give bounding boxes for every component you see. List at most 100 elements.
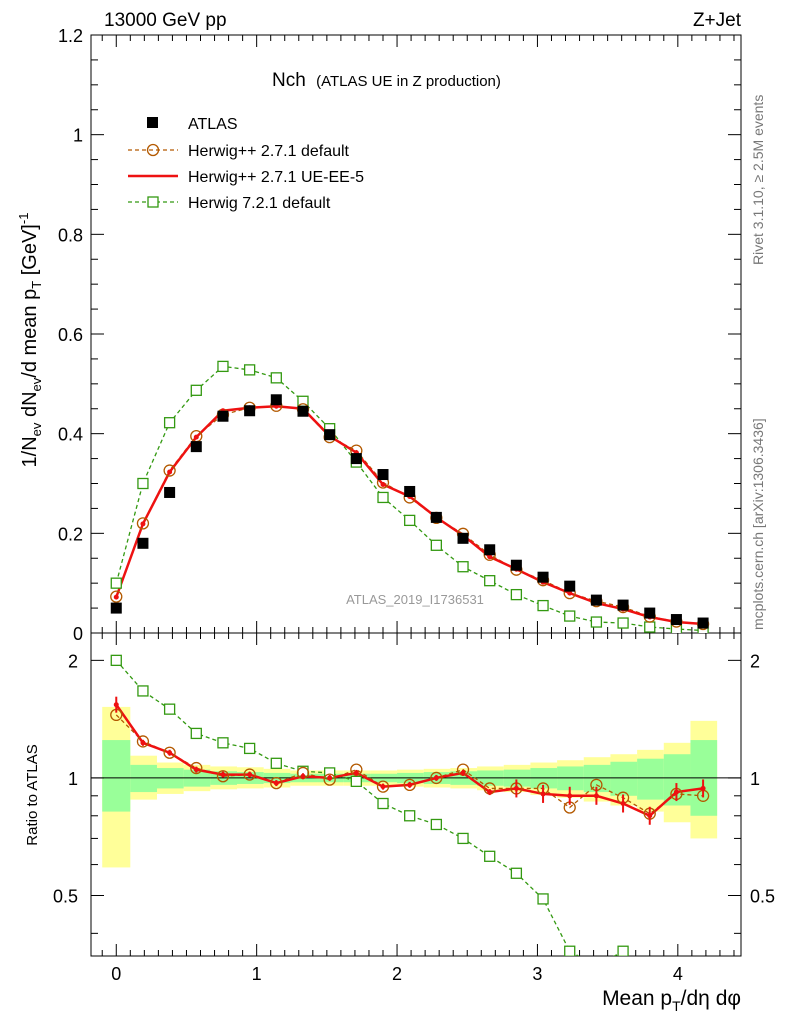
x-tick-label: 3 <box>532 964 542 984</box>
ratio-herwigpp-ueee5-point <box>673 789 679 795</box>
y-tick-label: 1.2 <box>58 26 83 46</box>
legend: ATLAS Herwig++ 2.7.1 default Herwig++ 2.… <box>128 116 364 212</box>
herwig7-point <box>564 610 576 622</box>
band-inner-bin <box>102 740 131 812</box>
data-series <box>110 360 710 971</box>
top-panel-series <box>110 360 710 633</box>
chart-title-main: Nch <box>272 70 306 91</box>
atlas-point <box>297 405 309 417</box>
legend-label-atlas: ATLAS <box>188 116 238 133</box>
atlas-point <box>217 410 229 422</box>
herwigpp-default-point <box>136 517 150 530</box>
analysis-watermark: ATLAS_2019_I1736531 <box>346 592 484 607</box>
atlas-point <box>670 614 682 626</box>
herwig7-point <box>377 491 389 504</box>
ratio-herwigpp-ueee5-point <box>353 770 359 776</box>
y-tick-label: 0 <box>73 624 83 644</box>
herwig7-point <box>430 539 443 551</box>
herwig7-point <box>217 360 229 373</box>
herwigpp-ueee5-point <box>167 469 173 475</box>
ratio-herwigpp-default-point <box>270 776 283 790</box>
atlas-point <box>697 617 709 629</box>
atlas-point <box>377 469 389 481</box>
ratio-herwigpp-ueee5-point <box>700 785 706 791</box>
header-right: Z+Jet <box>693 10 742 31</box>
ratio-herwigpp-ueee5-point <box>620 801 626 807</box>
ratio-herwig7-point <box>510 867 523 879</box>
ratio-herwig7-point <box>617 945 629 956</box>
atlas-point <box>430 511 442 523</box>
ratio-y-tick-label: 2 <box>68 651 78 671</box>
herwig7-point <box>243 364 256 376</box>
ratio-herwigpp-default-point <box>376 780 390 793</box>
ratio-herwigpp-ueee5-point <box>220 772 226 778</box>
header-left: 13000 GeV pp <box>104 10 227 31</box>
mcplots-info: mcplots.cern.ch [arXiv:1306.3436] <box>750 418 766 630</box>
ratio-herwig7-point <box>564 945 576 956</box>
herwigpp-ueee5-point <box>113 594 119 600</box>
ratio-herwigpp-default-point <box>163 746 176 759</box>
band-inner-bin <box>610 761 638 796</box>
herwig7-point <box>190 384 202 396</box>
ratio-herwigpp-ueee5-point <box>140 740 146 746</box>
legend-label-herwig7: Herwig 7.2.1 default <box>188 195 331 212</box>
x-tick-label: 0 <box>111 964 121 984</box>
ratio-herwigpp-ueee5-point <box>567 793 573 799</box>
herwigpp-ueee5-point <box>380 481 386 487</box>
atlas-point <box>190 441 202 453</box>
ratio-herwig7-point <box>217 737 229 749</box>
herwig7-point <box>457 561 469 573</box>
herwigpp-ueee5-point <box>567 590 573 596</box>
ratio-herwigpp-default-point <box>243 768 256 781</box>
ratio-herwig7-point <box>137 685 149 697</box>
legend-label-herwigpp-ueee5: Herwig++ 2.7.1 UE-EE-5 <box>188 169 364 186</box>
x-tick-label: 4 <box>673 964 683 984</box>
ratio-herwigpp-default-point <box>136 735 150 748</box>
herwig7-point <box>404 514 416 527</box>
ratio-herwigpp-ueee5-point <box>593 793 599 799</box>
x-tick-label: 2 <box>392 964 402 984</box>
atlas-point <box>404 485 416 497</box>
y-tick-label: 1 <box>73 126 83 146</box>
atlas-point <box>644 607 656 619</box>
ratio-herwigpp-default-point <box>216 770 230 783</box>
atlas-point <box>457 532 469 544</box>
atlas-point <box>324 429 336 441</box>
ratio-herwig7-point <box>591 961 601 971</box>
chart-title: Nch (ATLAS UE in Z production) <box>272 70 501 91</box>
ratio-herwigpp-ueee5-point <box>407 782 413 788</box>
herwig7-point <box>644 621 656 633</box>
ratio-herwig7-point <box>110 654 122 667</box>
ratio-herwigpp-ueee5-point <box>460 770 466 776</box>
ratio-herwig7-point <box>270 757 282 769</box>
ratio-y-tick-label: 1 <box>68 769 78 789</box>
ratio-y-tick-label: 0.5 <box>53 887 78 907</box>
legend-label-herwigpp-default: Herwig++ 2.7.1 default <box>188 143 350 160</box>
atlas-point <box>617 599 629 611</box>
herwigpp-default-point <box>110 590 123 603</box>
y-tick-label: 0.6 <box>58 325 83 345</box>
ratio-herwig7-point <box>243 742 256 755</box>
herwig7-point <box>270 372 282 384</box>
x-axis-label: Mean pT/dη dφ <box>602 987 741 1014</box>
herwigpp-ueee5-point <box>193 434 199 440</box>
herwigpp-ueee5-point <box>487 554 493 560</box>
ratio-herwig7-point <box>404 810 416 822</box>
ratio-herwig7-point <box>430 818 443 831</box>
ratio-herwigpp-ueee5-point <box>487 789 493 795</box>
ratio-panel-frame <box>90 632 742 957</box>
herwig7-point <box>137 477 149 490</box>
atlas-point <box>510 559 522 571</box>
ratio-y-tick-label-right: 1 <box>750 769 760 789</box>
ratio-herwigpp-ueee5-point <box>113 702 119 708</box>
legend-marker-herwigpp-default <box>146 143 160 157</box>
herwig7-point <box>537 599 549 612</box>
ratio-herwigpp-ueee5-point <box>193 767 199 773</box>
ratio-herwigpp-ueee5-point <box>300 773 306 779</box>
ratio-herwigpp-default-point <box>190 761 203 775</box>
atlas-point <box>484 544 496 556</box>
atlas-point <box>137 537 149 549</box>
ratio-herwig7-point <box>350 775 362 788</box>
band-inner-bin <box>130 764 157 793</box>
